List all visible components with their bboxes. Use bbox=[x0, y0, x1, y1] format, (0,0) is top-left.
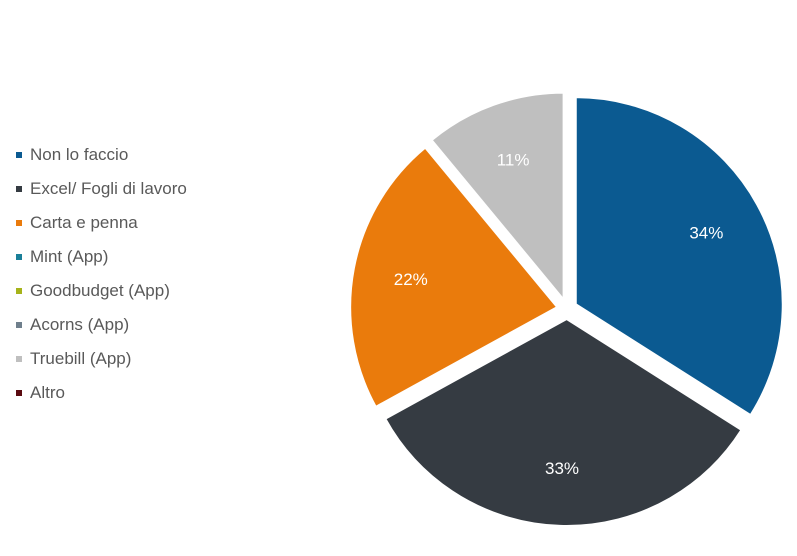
legend-item: Altro bbox=[16, 381, 187, 415]
slice-label: 34% bbox=[689, 223, 723, 242]
legend-item: Mint (App) bbox=[16, 245, 187, 279]
legend-swatch bbox=[16, 288, 22, 294]
legend-label: Carta e penna bbox=[30, 213, 138, 232]
legend-label: Altro bbox=[30, 383, 65, 402]
legend-item: Non lo faccio bbox=[16, 143, 187, 177]
legend-swatch bbox=[16, 186, 22, 192]
slice-label: 22% bbox=[394, 270, 428, 289]
pie-slice bbox=[574, 96, 784, 417]
legend-swatch bbox=[16, 152, 22, 158]
legend-swatch bbox=[16, 322, 22, 328]
slice-label: 11% bbox=[497, 150, 530, 169]
pie-slice bbox=[383, 317, 743, 527]
legend-swatch bbox=[16, 254, 22, 260]
legend-label: Non lo faccio bbox=[30, 145, 129, 164]
legend-swatch bbox=[16, 390, 22, 396]
legend-label: Goodbudget (App) bbox=[30, 281, 170, 300]
slice-label: 33% bbox=[545, 459, 579, 478]
legend-swatch bbox=[16, 356, 22, 362]
pie-slice bbox=[349, 146, 559, 409]
legend-item: Excel/ Fogli di lavoro bbox=[16, 177, 187, 211]
legend-item: Carta e penna bbox=[16, 211, 187, 245]
legend-label: Truebill (App) bbox=[30, 349, 132, 368]
legend-item: Acorns (App) bbox=[16, 313, 187, 347]
legend-label: Acorns (App) bbox=[30, 315, 130, 334]
pie-slice bbox=[430, 91, 565, 303]
legend-label: Mint (App) bbox=[30, 247, 109, 266]
legend-item: Truebill (App) bbox=[16, 347, 187, 381]
legend-swatch bbox=[16, 220, 22, 226]
legend-label: Excel/ Fogli di lavoro bbox=[30, 179, 187, 198]
chart-legend: Non lo faccio Excel/ Fogli di lavoro Carta… bbox=[16, 143, 187, 415]
legend-item: Goodbudget (App) bbox=[16, 279, 187, 313]
